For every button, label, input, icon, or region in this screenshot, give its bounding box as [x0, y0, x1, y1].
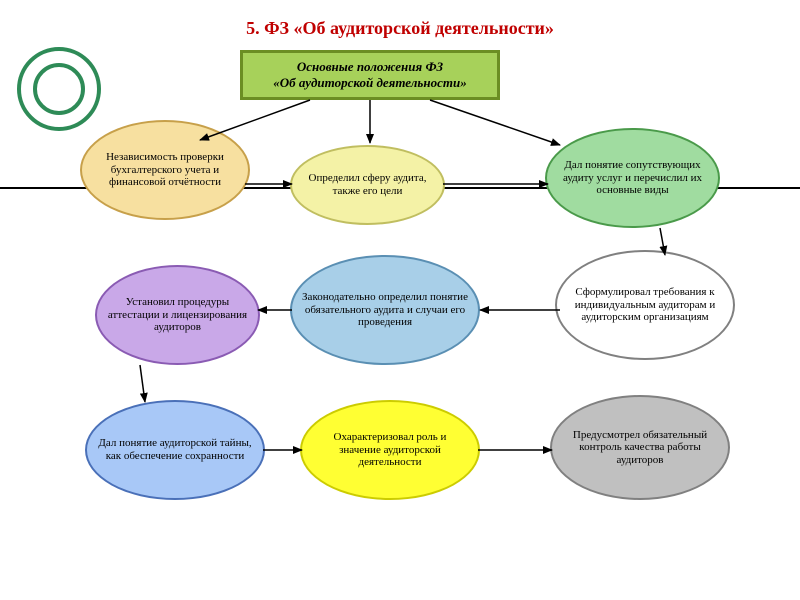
node-quality-control: Предусмотрел обязательный контроль качес…	[550, 395, 730, 500]
diagram-canvas: 5. ФЗ «Об аудиторской деятельности» Осно…	[0, 0, 800, 600]
node-auditor-requirements: Сформулировал требования к индивидуальны…	[555, 250, 735, 360]
decor-circle-inner	[33, 63, 85, 115]
node-role-significance: Охарактеризовал роль и значение аудиторс…	[300, 400, 480, 500]
node-audit-secrecy: Дал понятие аудиторской тайны, как обесп…	[85, 400, 265, 500]
main-provisions-box: Основные положения ФЗ «Об аудиторской де…	[240, 50, 500, 100]
node-mandatory-audit: Законодательно определил понятие обязате…	[290, 255, 480, 365]
main-box-line2: «Об аудиторской деятельности»	[273, 75, 466, 91]
page-title: 5. ФЗ «Об аудиторской деятельности»	[0, 18, 800, 39]
node-attestation: Установил процедуры аттестации и лицензи…	[95, 265, 260, 365]
node-independence: Независимость проверки бухгалтерского уч…	[80, 120, 250, 220]
node-audit-scope: Определил сферу аудита, также его цели	[290, 145, 445, 225]
main-box-line1: Основные положения ФЗ	[273, 59, 466, 75]
node-related-services: Дал понятие сопутствующих аудиту услуг и…	[545, 128, 720, 228]
